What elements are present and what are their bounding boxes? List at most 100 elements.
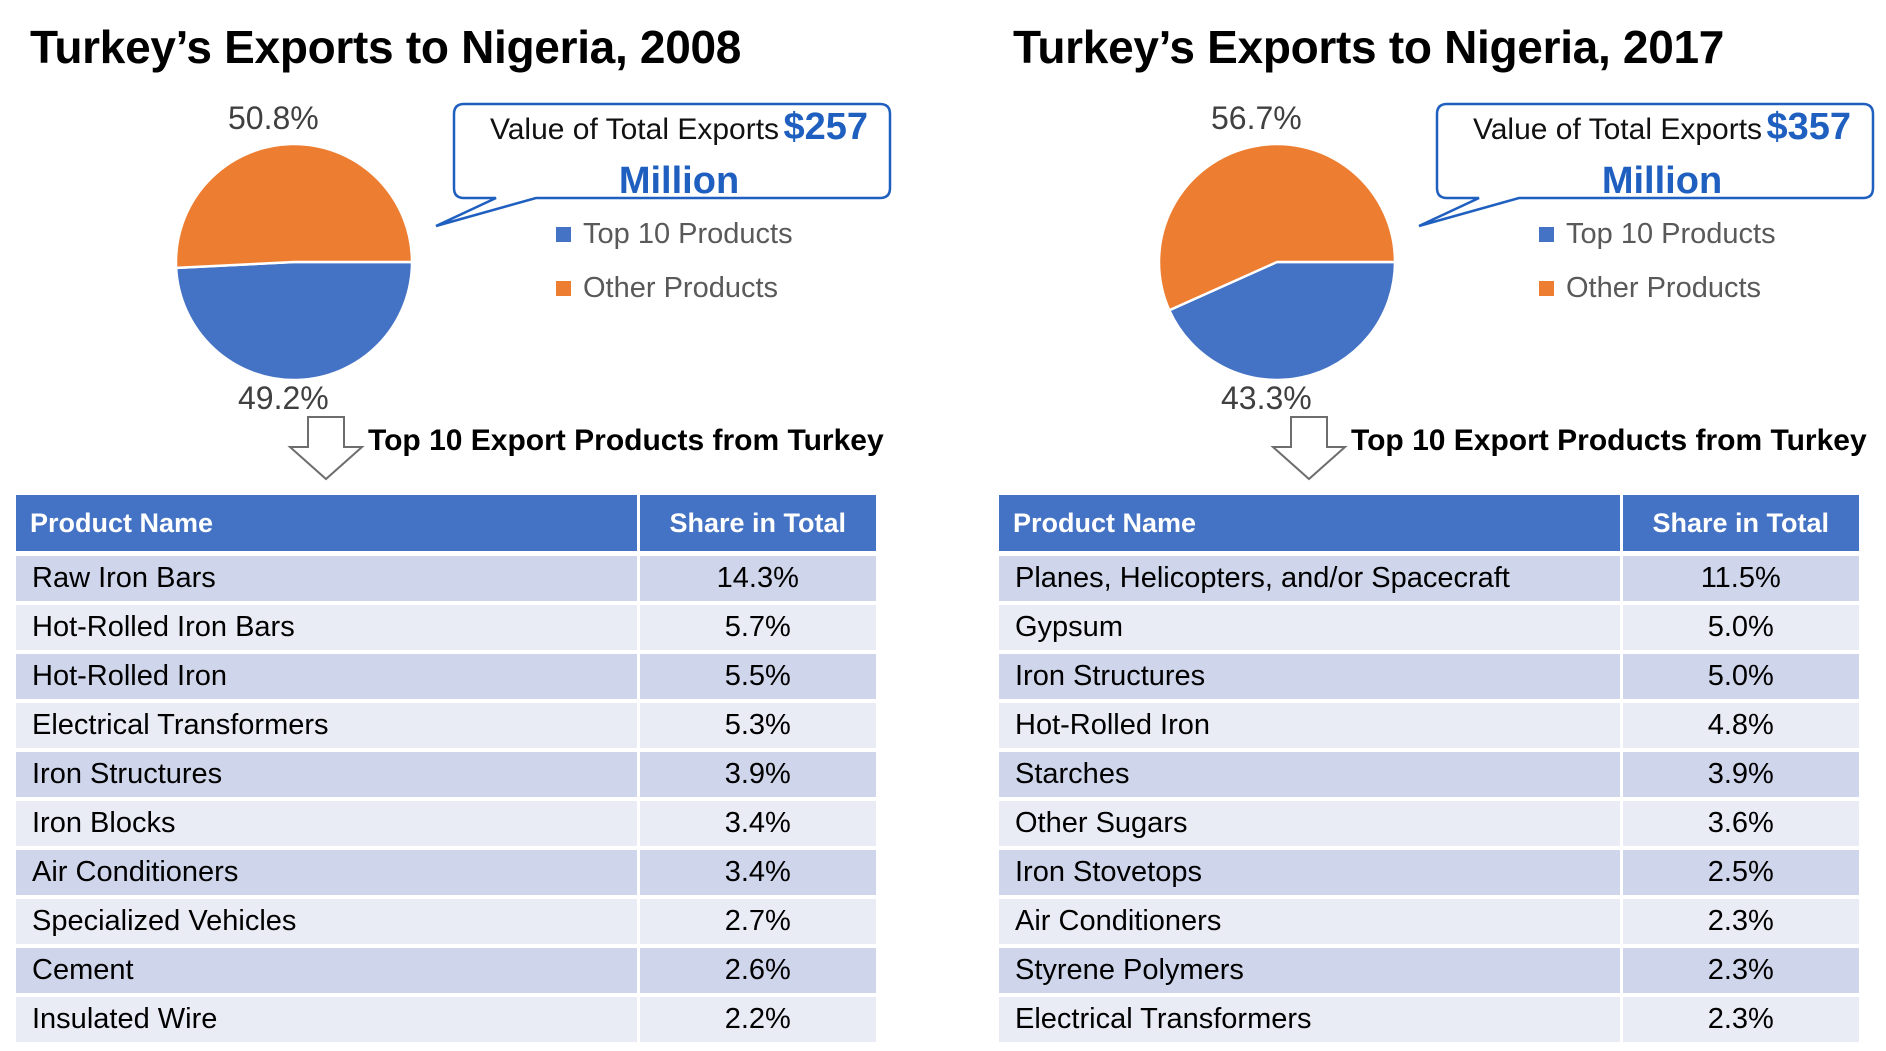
product-name-cell: Iron Stovetops: [999, 846, 1621, 897]
share-cell: 3.4%: [636, 797, 876, 848]
pie-slice-top10: [174, 260, 414, 382]
column-header-share: Share in Total: [636, 495, 876, 554]
share-cell: 2.7%: [636, 895, 876, 946]
table-row: Raw Iron Bars 14.3%: [16, 551, 876, 603]
legend-swatch-top10: [1539, 226, 1554, 242]
share-cell: 2.6%: [636, 944, 876, 995]
table-row: Gypsum 5.0%: [999, 601, 1859, 652]
chart-title: Turkey’s Exports to Nigeria, 2017: [1013, 21, 1725, 73]
legend-item-other: Other Products: [1539, 268, 1776, 308]
column-header-product: Product Name: [16, 495, 638, 554]
product-name-cell: Air Conditioners: [16, 846, 638, 897]
pie-chart: [1157, 142, 1397, 382]
down-arrow-icon: [1270, 416, 1348, 481]
table-row: Hot-Rolled Iron 5.5%: [16, 650, 876, 701]
product-name-cell: Iron Structures: [999, 650, 1621, 701]
share-cell: 5.7%: [636, 601, 876, 652]
callout-bubble: [1418, 102, 1875, 228]
product-name-cell: Styrene Polymers: [999, 944, 1621, 995]
table-row: Hot-Rolled Iron Bars 5.7%: [16, 601, 876, 652]
share-cell: 14.3%: [636, 551, 876, 603]
table-row: Electrical Transformers 5.3%: [16, 699, 876, 750]
share-cell: 3.6%: [1619, 797, 1859, 848]
product-name-cell: Hot-Rolled Iron: [999, 699, 1621, 750]
table-row: Iron Structures 5.0%: [999, 650, 1859, 701]
pie-label-other: 50.8%: [228, 100, 319, 136]
table-header-row: Product Name Share in Total: [999, 495, 1859, 554]
callout-bubble: [435, 102, 892, 228]
share-cell: 2.2%: [636, 993, 876, 1042]
table-row: Iron Structures 3.9%: [16, 748, 876, 799]
table-row: Iron Blocks 3.4%: [16, 797, 876, 848]
table-row: Electrical Transformers 2.3%: [999, 993, 1859, 1042]
product-name-cell: Raw Iron Bars: [16, 551, 638, 603]
table-row: Hot-Rolled Iron 4.8%: [999, 699, 1859, 750]
share-cell: 2.3%: [1619, 895, 1859, 946]
callout-text: Value of Total Exports $357 Million: [1447, 104, 1877, 202]
product-name-cell: Cement: [16, 944, 638, 995]
share-cell: 2.3%: [1619, 993, 1859, 1042]
product-name-cell: Other Sugars: [999, 797, 1621, 848]
legend-item-other: Other Products: [556, 268, 793, 308]
callout-label: Value of Total Exports: [489, 113, 780, 146]
product-name-cell: Insulated Wire: [16, 993, 638, 1042]
table-row: Air Conditioners 2.3%: [999, 895, 1859, 946]
top10-table: Product Name Share in Total Raw Iron Bar…: [16, 495, 876, 1042]
table-caption: Top 10 Export Products from Turkey: [1351, 424, 1867, 457]
share-cell: 3.4%: [636, 846, 876, 897]
callout-label: Value of Total Exports: [1472, 113, 1763, 146]
table-row: Styrene Polymers 2.3%: [999, 944, 1859, 995]
callout-unit: Million: [618, 160, 740, 202]
callout-value: $257: [783, 106, 869, 148]
top10-table: Product Name Share in Total Planes, Heli…: [999, 495, 1859, 1042]
table-caption: Top 10 Export Products from Turkey: [368, 424, 884, 457]
product-name-cell: Gypsum: [999, 601, 1621, 652]
product-name-cell: Iron Structures: [16, 748, 638, 799]
product-name-cell: Air Conditioners: [999, 895, 1621, 946]
product-name-cell: Starches: [999, 748, 1621, 799]
pie-label-other: 56.7%: [1211, 100, 1302, 136]
legend-item-top10: Top 10 Products: [556, 214, 793, 254]
callout-text: Value of Total Exports $257 Million: [464, 104, 894, 202]
table-row: Cement 2.6%: [16, 944, 876, 995]
share-cell: 3.9%: [1619, 748, 1859, 799]
table-row: Specialized Vehicles 2.7%: [16, 895, 876, 946]
share-cell: 5.0%: [1619, 601, 1859, 652]
product-name-cell: Planes, Helicopters, and/or Spacecraft: [999, 551, 1621, 603]
panel-2017: Turkey’s Exports to Nigeria, 2017 56.7% …: [999, 0, 1875, 1051]
callout-unit: Million: [1601, 160, 1723, 202]
product-name-cell: Specialized Vehicles: [16, 895, 638, 946]
table-row: Starches 3.9%: [999, 748, 1859, 799]
share-cell: 5.3%: [636, 699, 876, 750]
table-row: Other Sugars 3.6%: [999, 797, 1859, 848]
product-name-cell: Hot-Rolled Iron: [16, 650, 638, 701]
share-cell: 5.0%: [1619, 650, 1859, 701]
share-cell: 4.8%: [1619, 699, 1859, 750]
table-header-row: Product Name Share in Total: [16, 495, 876, 554]
pie-label-top10: 43.3%: [1221, 380, 1312, 416]
table-row: Planes, Helicopters, and/or Spacecraft 11…: [999, 551, 1859, 603]
legend-item-top10: Top 10 Products: [1539, 214, 1776, 254]
callout-value: $357: [1766, 106, 1852, 148]
legend-label-other: Other Products: [1566, 271, 1762, 304]
table-row: Insulated Wire 2.2%: [16, 993, 876, 1042]
pie-slice-top10: [1167, 260, 1397, 382]
share-cell: 11.5%: [1619, 551, 1859, 603]
legend-label-other: Other Products: [583, 271, 779, 304]
legend-label-top10: Top 10 Products: [1566, 217, 1776, 250]
legend-swatch-other: [1539, 280, 1554, 296]
share-cell: 2.5%: [1619, 846, 1859, 897]
table-row: Air Conditioners 3.4%: [16, 846, 876, 897]
pie-slice-other: [174, 142, 414, 270]
legend: Top 10 Products Other Products: [556, 214, 793, 322]
share-cell: 5.5%: [636, 650, 876, 701]
product-name-cell: Electrical Transformers: [999, 993, 1621, 1042]
legend-swatch-other: [556, 280, 571, 296]
chart-title: Turkey’s Exports to Nigeria, 2008: [30, 21, 742, 73]
share-cell: 2.3%: [1619, 944, 1859, 995]
table-row: Iron Stovetops 2.5%: [999, 846, 1859, 897]
legend: Top 10 Products Other Products: [1539, 214, 1776, 322]
pie-label-top10: 49.2%: [238, 380, 329, 416]
pie-slice-other: [1157, 142, 1397, 312]
product-name-cell: Electrical Transformers: [16, 699, 638, 750]
